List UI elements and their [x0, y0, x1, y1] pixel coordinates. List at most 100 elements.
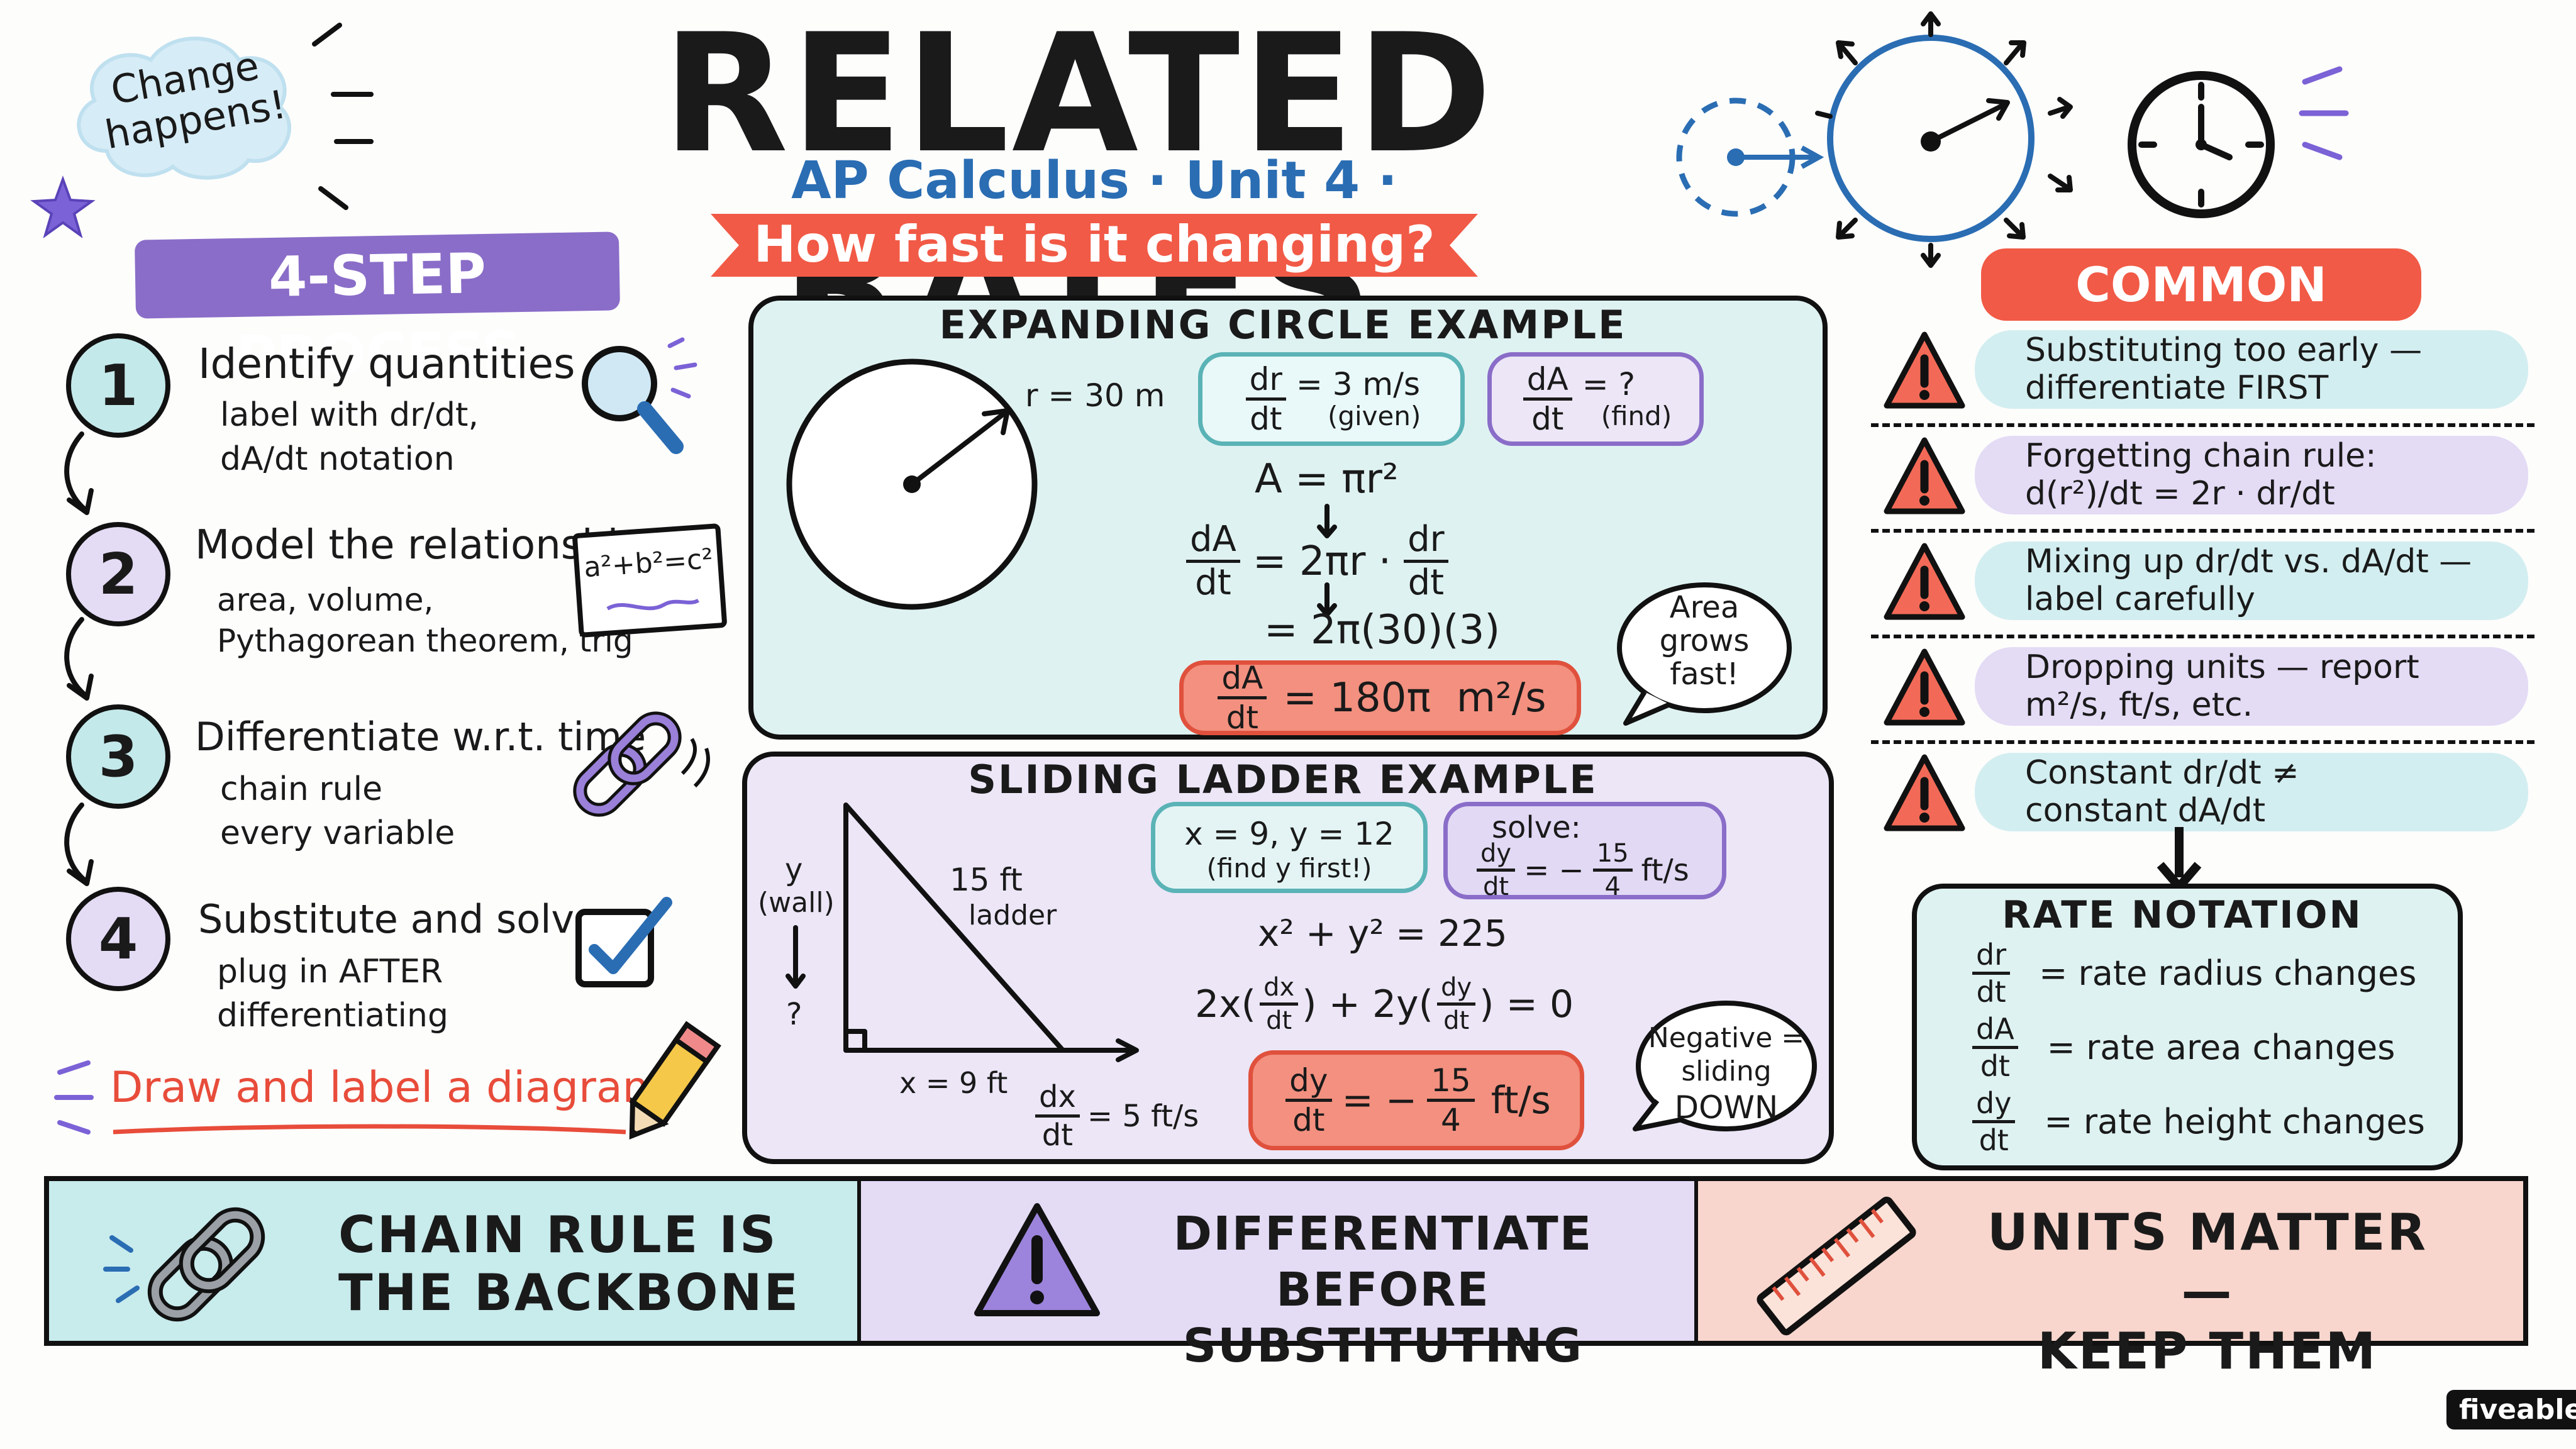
step-1-title: Identify quantities: [198, 340, 575, 388]
ladder-diagram: [818, 799, 1145, 1084]
trap-item: Substituting too early — differentiate FI…: [1880, 327, 2534, 415]
step-1-badge: 1: [66, 333, 170, 438]
ladder-given-line-1: x = 9, y = 12: [1184, 816, 1394, 852]
step-arrow-3-icon: [57, 799, 113, 896]
given-den: dt: [1250, 401, 1282, 437]
trap-line-2: m²/s, ft/s, etc.: [2025, 686, 2253, 724]
notation-text: = rate radius changes: [2039, 953, 2417, 993]
checkbox-icon: [572, 893, 679, 996]
footer-band: CHAIN RULE IS THE BACKBONE DIFFERENTIATE…: [44, 1176, 2528, 1380]
ladder-result-num: dy: [1285, 1065, 1332, 1102]
notation-num: dr: [1972, 940, 2011, 975]
find-note: (find): [1601, 400, 1672, 431]
dxdt-label: dx dt = 5 ft/s: [1031, 1082, 1199, 1150]
notation-row: dr dt = rate radius changes: [1968, 940, 2416, 1006]
footer-panel-differentiate: DIFFERENTIATE BEFORE SUBSTITUTING: [861, 1181, 1698, 1373]
ruler-icon: [1755, 1194, 1918, 1341]
warning-triangle-icon: [968, 1197, 1106, 1325]
warning-triangle-icon: [1880, 750, 1968, 840]
circle-result-rhs: = 180π m²/s: [1283, 674, 1546, 721]
diagram-tip: Draw and label a diagram!: [110, 1063, 682, 1113]
trap-line-2: constant dA/dt: [2025, 791, 2266, 830]
trap-divider: [1871, 635, 2534, 638]
area-grows-bubble: Area grows fast!: [1610, 579, 1799, 732]
ladder-result-box: dy dt = − 15 4 ft/s: [1248, 1050, 1584, 1150]
dxdt-num: dx: [1035, 1082, 1080, 1118]
notation-row: dy dt = rate height changes: [1968, 1089, 2425, 1155]
banner-text: How fast is it changing?: [753, 215, 1435, 274]
eq2-n1: dx: [1260, 975, 1299, 1006]
step-4-badge: 4: [66, 887, 170, 991]
trap-line-2: d(r²)/dt = 2r · dr/dt: [2025, 474, 2335, 513]
step-3-badge: 3: [66, 704, 170, 809]
pythagorean-equation: x² + y² = 225: [1258, 912, 1507, 955]
eq2-lhs-num: dA: [1186, 522, 1240, 563]
banner-ribbon: How fast is it changing?: [711, 208, 1478, 283]
notation-text: = rate height changes: [2044, 1102, 2425, 1141]
step-arrow-1-icon: [57, 428, 113, 525]
tip-underline-icon: [110, 1119, 632, 1141]
ladder-given-line-2: (find y first!): [1206, 853, 1372, 884]
solve-frac-num: 15: [1592, 841, 1633, 872]
step-4-title: Substitute and solve: [198, 896, 599, 942]
notation-row: dA dt = rate area changes: [1968, 1014, 2395, 1080]
step-1-line-1: label with dr/dt,: [220, 396, 479, 434]
warning-triangle-icon: [1880, 327, 1968, 418]
ladder-result-frac-den: 4: [1441, 1102, 1461, 1138]
given-note: (given): [1327, 400, 1421, 431]
step-2-line-2: Pythagorean theorem, trig: [217, 623, 633, 659]
chain-icon: [99, 1200, 275, 1335]
chain-link-icon: [563, 711, 710, 839]
eq2-d2: dt: [1443, 1006, 1470, 1035]
rate-notation-heading: RATE NOTATION: [2002, 893, 2363, 937]
step-3-line-2: every variable: [220, 814, 455, 852]
solve-frac-den: 4: [1604, 872, 1621, 901]
step-3-line-1: chain rule: [220, 770, 383, 808]
step-3-title: Differentiate w.r.t. time: [195, 714, 647, 760]
ladder-label-length: 15 ft: [950, 862, 1023, 898]
trap-line-1: Constant dr/dt ≠: [2025, 753, 2299, 792]
ladder-derivative-equation: 2x( dx dt ) + 2y( dy dt ) = 0: [1195, 975, 1574, 1033]
step-2-title: Model the relationship: [195, 522, 645, 569]
circle-result-box: dA dt = 180π m²/s: [1179, 660, 1581, 735]
given-rhs: = 3 m/s: [1296, 365, 1421, 402]
eq2-rhs-num: dr: [1404, 522, 1448, 563]
trap-line-2: label carefully: [2025, 580, 2255, 618]
solve-den: dt: [1482, 872, 1509, 901]
eq2-d1: dt: [1266, 1006, 1292, 1035]
eq2-rhs-den: dt: [1407, 562, 1445, 603]
notation-den: dt: [1976, 975, 2006, 1009]
given-num: dr: [1245, 364, 1286, 401]
footer-2-line-2: BEFORE SUBSTITUTING: [1182, 1262, 1584, 1373]
expanding-circle-icon: [1667, 6, 2082, 273]
eq2-mid: = 2πr ·: [1252, 538, 1392, 585]
find-rate-box: dA dt = ? (find): [1487, 352, 1704, 446]
substituted-formula: = 2π(30)(3): [1264, 607, 1501, 653]
pencil-icon: [616, 1019, 723, 1147]
x-distance-label: x = 9 ft: [899, 1066, 1008, 1100]
trap-divider: [1871, 740, 2534, 744]
eq2-part-c: ) = 0: [1479, 982, 1574, 1026]
negative-sliding-bubble: Negative = sliding DOWN: [1626, 1000, 1821, 1147]
speech-2-line-3: DOWN: [1674, 1089, 1779, 1126]
step-2-badge: 2: [66, 522, 170, 626]
cloud-shape-icon: [77, 36, 292, 180]
solve-mid: = −: [1524, 852, 1584, 888]
process-heading-tag: 4-STEP PROCESS: [134, 231, 621, 389]
dxdt-rhs: = 5 ft/s: [1087, 1098, 1199, 1134]
trap-divider: [1871, 529, 2534, 533]
circle-result-num: dA: [1218, 662, 1267, 699]
accent-dashes-icon: [302, 19, 377, 210]
footer-3-line-2: KEEP THEM: [2037, 1321, 2378, 1380]
notation-text: = rate area changes: [2046, 1028, 2396, 1067]
down-arrow-1-icon: [1314, 503, 1340, 543]
tip-marks-icon: [50, 1057, 101, 1141]
ladder-result-mid: = −: [1341, 1078, 1418, 1123]
formula-card-text: a²+b²=c²: [582, 542, 714, 584]
ladder-solve-box: solve: dy dt = − 15 4 ft/s: [1443, 802, 1726, 899]
step-4-line-2: differentiating: [217, 997, 448, 1035]
trap-item: Dropping units — report m²/s, ft/s, etc.: [1880, 644, 2534, 732]
wall-question: ?: [786, 997, 802, 1032]
notation-num: dy: [1972, 1089, 2016, 1123]
solve-unit: ft/s: [1641, 852, 1689, 888]
